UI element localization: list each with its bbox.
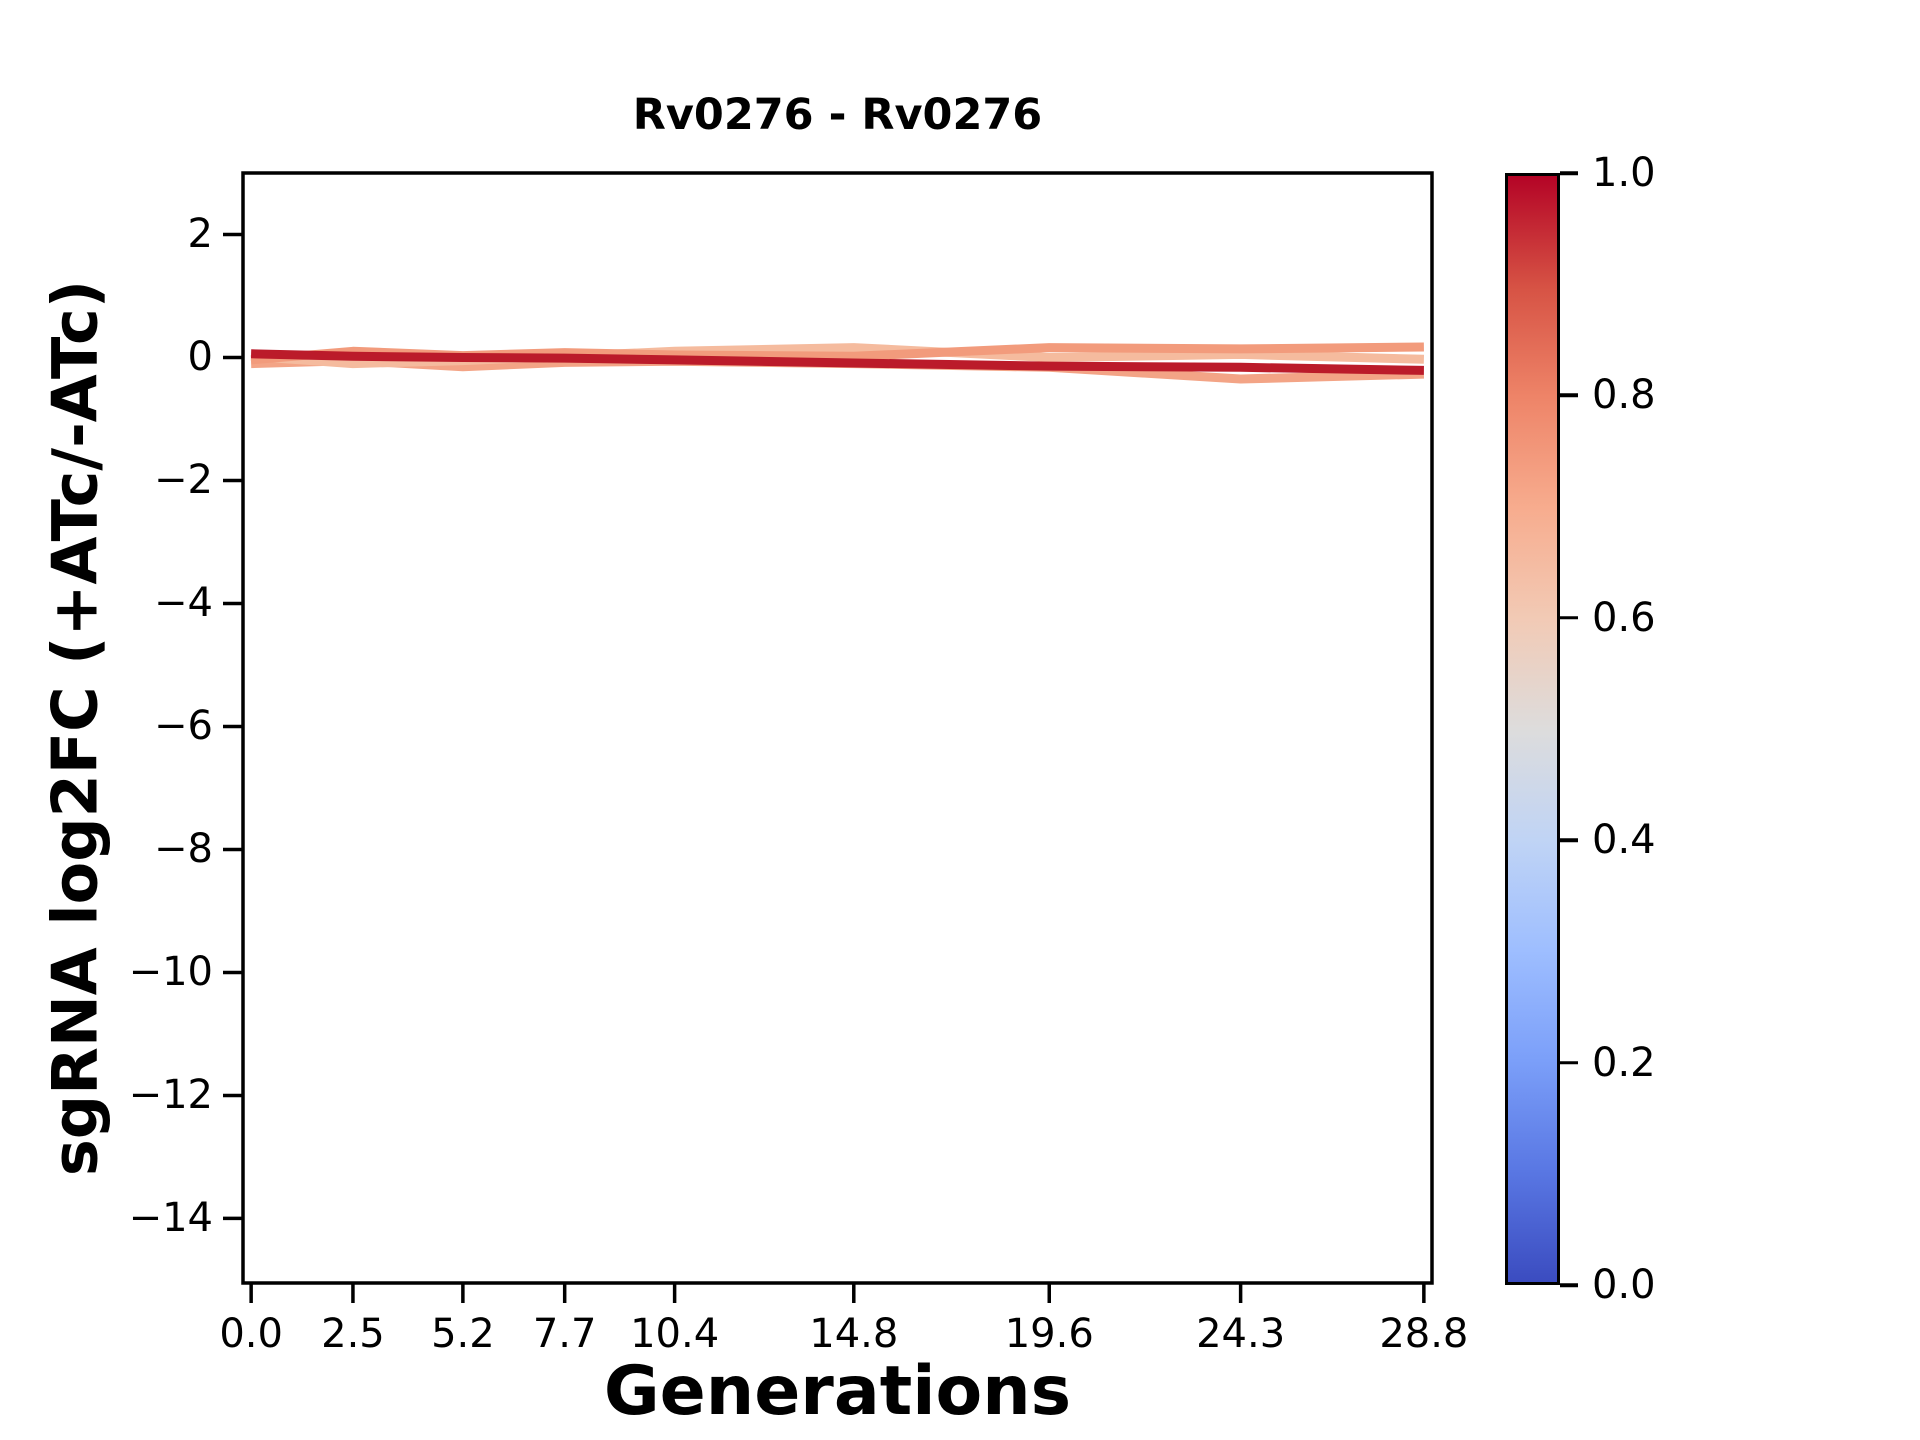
y-tick-label: 2	[187, 211, 213, 258]
chart-title: Rv0276 - Rv0276	[632, 90, 1043, 140]
axes-spines	[241, 171, 1434, 1285]
colorbar-tick-mark	[1560, 1060, 1578, 1065]
colorbar-tick-mark	[1560, 171, 1578, 175]
x-tick-label: 7.7	[532, 1311, 597, 1357]
x-tick-label: 24.3	[1196, 1311, 1286, 1357]
y-tick-label: −6	[154, 703, 213, 750]
colorbar-tick-mark	[1560, 838, 1578, 842]
x-tick-label: 10.4	[630, 1311, 720, 1357]
y-tick-label: −14	[128, 1195, 213, 1242]
x-tick-label: 2.5	[321, 1311, 385, 1357]
x-tick-label: 14.8	[809, 1311, 899, 1357]
colorbar-tick-mark	[1560, 616, 1578, 620]
x-tick-label: 19.6	[1004, 1311, 1094, 1357]
colorbar-tick-label: 0.4	[1592, 817, 1656, 864]
x-tick-label: 28.8	[1379, 1311, 1469, 1357]
colorbar-tick-mark	[1560, 393, 1578, 398]
colorbar	[1505, 173, 1560, 1285]
y-tick-label: −4	[154, 580, 213, 627]
colorbar-tick-label: 0.2	[1592, 1039, 1656, 1086]
x-tick-label: 5.2	[431, 1311, 495, 1357]
colorbar-tick-mark	[1560, 1283, 1578, 1287]
colorbar-tick-label: 0.8	[1592, 372, 1656, 419]
x-axis-label: Generations	[603, 1352, 1072, 1431]
y-tick-label: 0	[187, 334, 213, 381]
colorbar-tick-label: 1.0	[1592, 150, 1656, 196]
colorbar-tick-label: 0.0	[1592, 1262, 1656, 1308]
x-tick-label: 0.0	[219, 1311, 283, 1357]
colorbar-tick-label: 0.6	[1592, 594, 1656, 641]
y-tick-label: −12	[128, 1072, 213, 1119]
y-tick-label: −10	[128, 949, 213, 996]
y-tick-label: −2	[154, 457, 213, 504]
y-tick-label: −8	[154, 826, 213, 873]
plot-area	[223, 171, 1434, 1303]
series-line-sgRNA-1	[250, 349, 1424, 375]
y-axis-label: sgRNA log2FC (+ATc/-ATc)	[38, 279, 112, 1177]
